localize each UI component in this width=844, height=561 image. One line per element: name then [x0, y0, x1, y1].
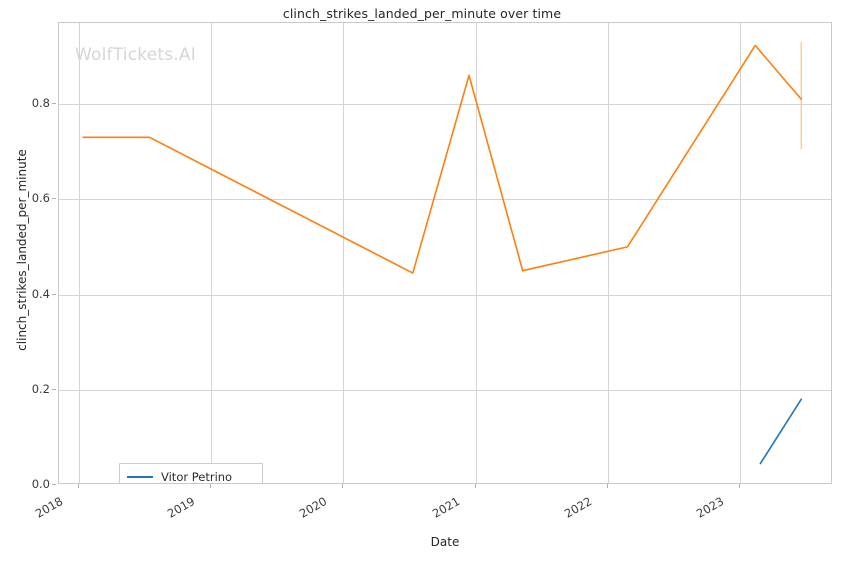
gridline-x-2023	[740, 23, 741, 483]
x-tick-2018: 2018	[32, 494, 66, 521]
x-tick-mark-2022	[607, 484, 608, 488]
plot-area: WolfTickets.AI Vitor Petrino Marcin Prac…	[58, 22, 832, 484]
gridline-x-2021	[476, 23, 477, 483]
gridline-y-1	[59, 389, 831, 391]
x-tick-mark-2021	[475, 484, 476, 488]
x-tick-mark-2023	[739, 484, 740, 488]
x-tick-2019: 2019	[164, 494, 198, 521]
watermark-label: WolfTickets.AI	[75, 45, 196, 65]
y-tick-4: 0.8	[31, 96, 50, 111]
legend-swatch-icon-vitor-petrino	[127, 476, 153, 478]
x-tick-2020: 2020	[296, 494, 330, 521]
y-tick-mark-2	[52, 293, 56, 295]
y-tick-mark-3	[52, 198, 56, 200]
series-line-marcin-prachnio	[82, 44, 803, 274]
legend: Vitor Petrino Marcin Prachnio	[119, 463, 263, 484]
x-tick-2021: 2021	[429, 494, 463, 521]
y-tick-mark-4	[52, 103, 56, 105]
x-tick-mark-2019	[210, 484, 211, 488]
y-axis-ticks: 0.0 0.2 0.4 0.6 0.8	[0, 22, 50, 491]
y-tick-mark-1	[52, 388, 56, 390]
y-tick-1: 0.2	[31, 381, 50, 396]
series-lines	[82, 42, 803, 465]
gridline-y-3	[59, 199, 831, 201]
x-tick-mark-2018	[78, 484, 79, 488]
x-axis-label: Date	[430, 535, 460, 549]
gridline-x-2022	[608, 23, 609, 483]
series-line-vitor-petrino	[759, 398, 803, 465]
y-tick-3: 0.6	[31, 191, 50, 206]
legend-label-vitor-petrino: Vitor Petrino	[161, 470, 233, 484]
x-tick-mark-2020	[342, 484, 343, 488]
x-tick-2023: 2023	[693, 494, 727, 521]
gridline-y-4	[59, 104, 831, 106]
gridline-x-2020	[343, 23, 344, 483]
y-tick-mark-0	[52, 484, 56, 485]
page-title: clinch_strikes_landed_per_minute over ti…	[282, 6, 562, 21]
gridline-y-2	[59, 294, 831, 296]
y-tick-0: 0.0	[31, 477, 50, 491]
gridline-x-2018	[79, 23, 80, 483]
gridline-x-2019	[211, 23, 212, 483]
legend-item-vitor-petrino[interactable]: Vitor Petrino	[127, 468, 253, 484]
x-tick-2022: 2022	[561, 494, 595, 521]
y-tick-2: 0.4	[31, 286, 50, 301]
